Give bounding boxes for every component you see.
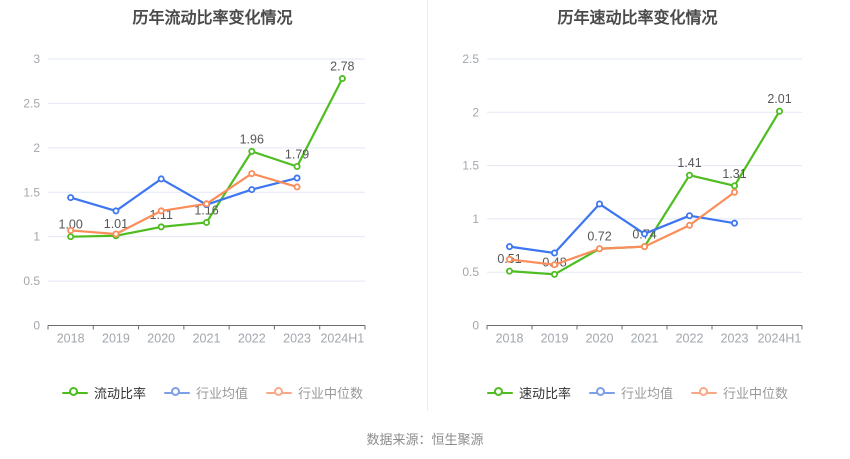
- svg-text:1.5: 1.5: [23, 185, 40, 199]
- svg-text:2018: 2018: [496, 332, 524, 346]
- line-circle-icon: [691, 386, 717, 399]
- legend-label: 行业均值: [195, 386, 248, 401]
- legend-item-industry-mean[interactable]: 行业均值: [163, 383, 248, 402]
- svg-text:2021: 2021: [631, 332, 659, 346]
- svg-text:2020: 2020: [586, 332, 614, 346]
- svg-text:2021: 2021: [193, 332, 221, 346]
- svg-text:1: 1: [472, 212, 479, 226]
- svg-text:2.01: 2.01: [767, 92, 791, 106]
- svg-text:2: 2: [33, 141, 40, 155]
- svg-text:2.78: 2.78: [330, 60, 354, 74]
- panel-divider: [427, 0, 428, 411]
- svg-text:2024H1: 2024H1: [320, 332, 364, 346]
- svg-text:1.5: 1.5: [462, 159, 479, 173]
- svg-text:0: 0: [33, 319, 40, 333]
- legend-label: 行业中位数: [723, 386, 789, 401]
- legend-label: 流动比率: [93, 386, 146, 401]
- line-circle-icon: [266, 386, 292, 399]
- legend-label: 行业均值: [620, 386, 673, 401]
- svg-text:0.72: 0.72: [587, 230, 611, 244]
- line-circle-icon: [163, 386, 190, 399]
- legend-label: 速动比率: [518, 386, 571, 401]
- legend-current-ratio: 流动比率 行业均值 行业中位数: [0, 383, 425, 402]
- legend-item-industry-median[interactable]: 行业中位数: [266, 383, 363, 402]
- legend-item-industry-median[interactable]: 行业中位数: [691, 383, 788, 402]
- chart-title-quick-ratio: 历年速动比率变化情况: [557, 10, 718, 27]
- svg-text:2.5: 2.5: [462, 52, 479, 66]
- svg-text:2023: 2023: [721, 332, 749, 346]
- chart-title-current-ratio: 历年流动比率变化情况: [132, 10, 293, 27]
- legend-item-industry-mean[interactable]: 行业均值: [588, 383, 673, 402]
- legend-quick-ratio: 速动比率 行业均值 行业中位数: [425, 383, 850, 402]
- svg-text:1.00: 1.00: [58, 218, 82, 232]
- current-ratio-chart-panel: 历年流动比率变化情况 0 0.5 1 1.5 2 2.5 3 2018 2019 2020 2021…: [0, 0, 425, 415]
- quick-ratio-line-plot: 0 0.5 1 1.5 2 2.5 2018 2019 2020 2021 2022 2023 2024…: [462, 52, 803, 346]
- svg-text:1.11: 1.11: [150, 208, 173, 222]
- svg-text:2: 2: [472, 105, 479, 119]
- legend-label: 行业中位数: [298, 386, 364, 401]
- line-circle-icon: [61, 386, 88, 399]
- svg-text:2019: 2019: [541, 332, 569, 346]
- current-ratio-line-plot: 0 0.5 1 1.5 2 2.5 3 2018 2019 2020 2021 2022 2023 202…: [23, 52, 366, 346]
- svg-text:2019: 2019: [102, 332, 130, 346]
- svg-text:1.31: 1.31: [722, 167, 746, 181]
- legend-item-current-ratio[interactable]: 流动比率: [61, 383, 146, 402]
- svg-text:1: 1: [33, 230, 40, 244]
- svg-text:3: 3: [33, 52, 40, 66]
- svg-text:2.5: 2.5: [23, 96, 40, 110]
- svg-text:0.5: 0.5: [462, 265, 479, 279]
- svg-text:0.5: 0.5: [23, 274, 40, 288]
- line-circle-icon: [588, 386, 615, 399]
- svg-text:2024H1: 2024H1: [758, 332, 802, 346]
- line-circle-icon: [486, 386, 513, 399]
- svg-text:2022: 2022: [676, 332, 704, 346]
- svg-text:1.41: 1.41: [677, 156, 701, 170]
- quick-ratio-chart-panel: 历年速动比率变化情况 0 0.5 1 1.5 2 2.5 2018 2019 2020 2021 2…: [425, 0, 850, 415]
- svg-text:1.79: 1.79: [285, 147, 309, 161]
- legend-item-quick-ratio[interactable]: 速动比率: [486, 383, 571, 402]
- data-source-note: 数据来源：恒生聚源: [366, 432, 484, 447]
- svg-text:2023: 2023: [283, 332, 311, 346]
- svg-text:1.01: 1.01: [104, 217, 128, 231]
- svg-text:1.96: 1.96: [240, 132, 264, 146]
- svg-text:2022: 2022: [238, 332, 266, 346]
- svg-text:2018: 2018: [57, 332, 85, 346]
- svg-text:1.16: 1.16: [194, 203, 218, 217]
- svg-text:2020: 2020: [147, 332, 175, 346]
- svg-text:0: 0: [472, 319, 479, 333]
